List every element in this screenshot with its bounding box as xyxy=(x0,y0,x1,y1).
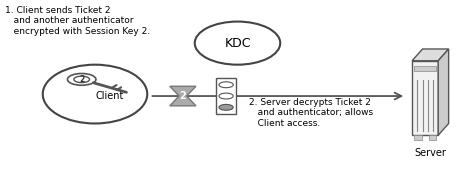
Circle shape xyxy=(219,93,233,99)
Ellipse shape xyxy=(43,65,147,123)
Bar xyxy=(428,135,436,140)
Circle shape xyxy=(219,104,233,110)
Text: 2. Server decrypts Ticket 2
   and authenticator; allows
   Client access.: 2. Server decrypts Ticket 2 and authenti… xyxy=(249,98,373,128)
Polygon shape xyxy=(412,49,448,61)
Bar xyxy=(216,78,236,114)
Text: Server: Server xyxy=(414,148,446,158)
Text: Client: Client xyxy=(95,91,124,101)
Text: 1. Client sends Ticket 2
   and another authenticator
   encrypted with Session : 1. Client sends Ticket 2 and another aut… xyxy=(5,6,150,36)
Bar xyxy=(414,135,422,140)
Bar xyxy=(414,66,436,71)
Bar xyxy=(412,61,438,135)
Polygon shape xyxy=(438,49,448,135)
Text: 2: 2 xyxy=(180,91,186,101)
Circle shape xyxy=(67,74,96,85)
Polygon shape xyxy=(170,86,196,106)
Text: KDC: KDC xyxy=(224,37,251,50)
Circle shape xyxy=(219,82,233,88)
Text: 2: 2 xyxy=(79,75,85,84)
